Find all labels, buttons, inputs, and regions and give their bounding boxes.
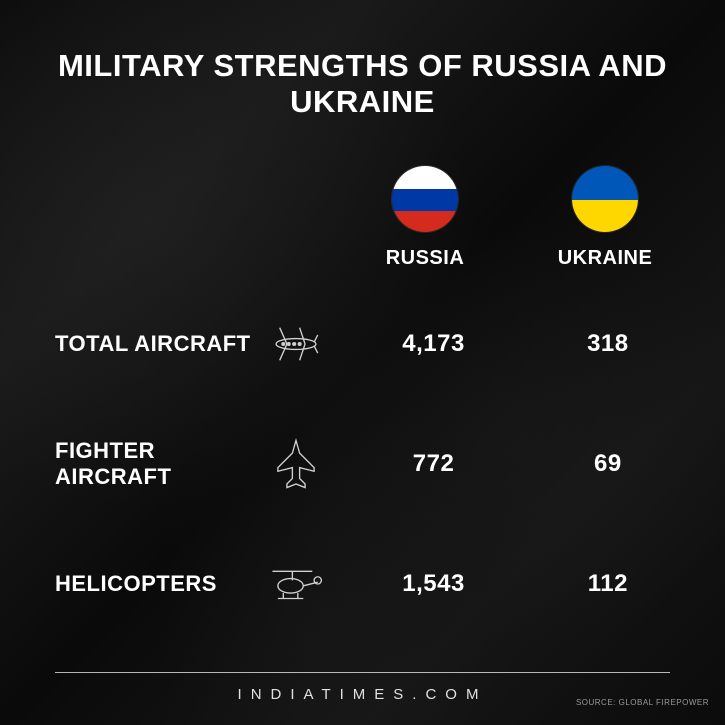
page-title: MILITARY STRENGTHS OF RUSSIA AND UKRAINE bbox=[0, 0, 725, 120]
footer-divider bbox=[55, 672, 670, 673]
russia-label: RUSSIA bbox=[386, 247, 465, 270]
ukraine-label: UKRAINE bbox=[558, 247, 653, 270]
russia-flag-icon bbox=[391, 165, 459, 233]
row-label-fighter-aircraft: FIGHTER AIRCRAFT bbox=[55, 438, 261, 490]
data-table: TOTAL AIRCRAFT 4,173 318 FIGHTER AIRCRAF… bbox=[0, 315, 725, 613]
ukraine-column: UKRAINE bbox=[560, 165, 650, 270]
fighter-icon bbox=[261, 435, 331, 493]
russia-column: RUSSIA bbox=[380, 165, 470, 270]
value-ukraine: 318 bbox=[566, 330, 650, 358]
table-row: HELICOPTERS 1,543 112 bbox=[55, 555, 650, 613]
value-russia: 1,543 bbox=[391, 570, 475, 598]
flags-row: RUSSIA UKRAINE bbox=[0, 165, 725, 270]
row-label-total-aircraft: TOTAL AIRCRAFT bbox=[55, 331, 261, 357]
helicopter-icon bbox=[261, 555, 331, 613]
source-text: SOURCE: GLOBAL FIREPOWER bbox=[576, 698, 709, 707]
table-row: FIGHTER AIRCRAFT 772 69 bbox=[55, 435, 650, 493]
value-ukraine: 112 bbox=[566, 570, 650, 598]
value-russia: 4,173 bbox=[391, 330, 475, 358]
value-ukraine: 69 bbox=[566, 450, 650, 478]
ukraine-flag-icon bbox=[571, 165, 639, 233]
table-row: TOTAL AIRCRAFT 4,173 318 bbox=[55, 315, 650, 373]
value-russia: 772 bbox=[391, 450, 475, 478]
row-label-helicopters: HELICOPTERS bbox=[55, 571, 261, 597]
aircraft-icon bbox=[261, 315, 331, 373]
